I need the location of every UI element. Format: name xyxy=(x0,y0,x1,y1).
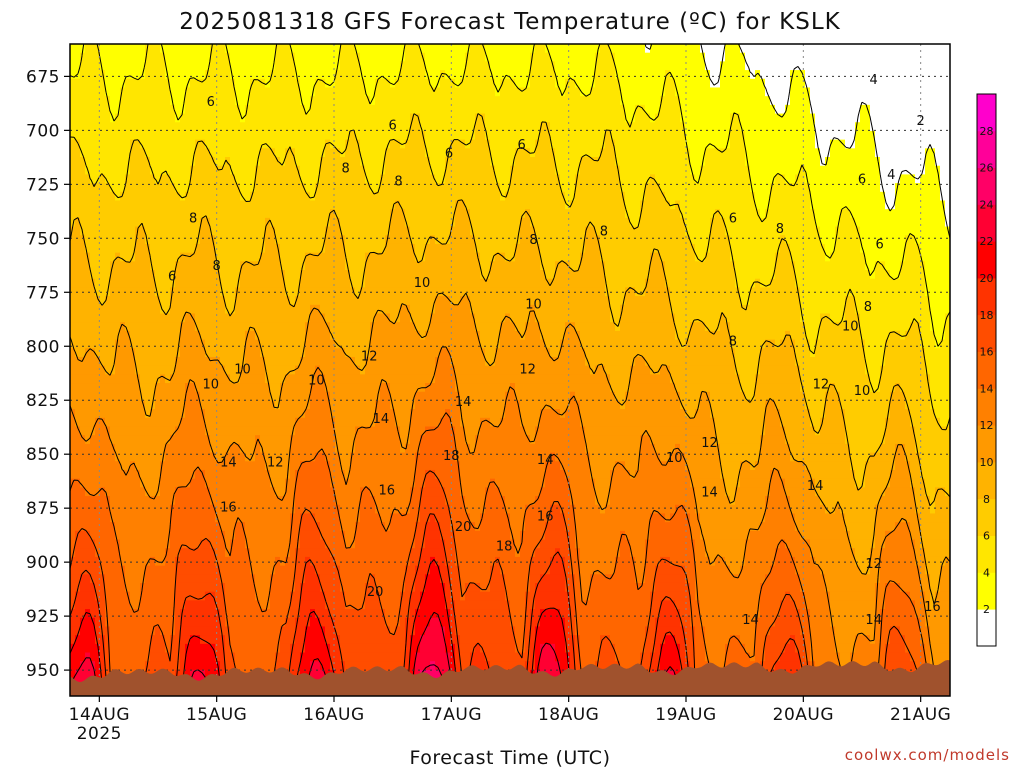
contour-label: 8 xyxy=(529,233,537,248)
x-tick-label: 18AUG xyxy=(538,705,599,725)
x-tick-label: 17AUG xyxy=(421,705,482,725)
contour-label: 16 xyxy=(924,600,941,615)
contour-label: 6 xyxy=(168,270,176,285)
colorbar-tick-label: 12 xyxy=(980,419,994,432)
contour-label: 10 xyxy=(842,319,859,334)
y-axis: 675 700 725 750 775 800 825 850 875 900 925 950 xyxy=(26,67,70,681)
y-tick-label: 950 xyxy=(26,661,60,681)
contour-label: 6 xyxy=(729,211,737,226)
colorbar-tick-label: 14 xyxy=(980,382,994,395)
y-tick-label: 750 xyxy=(26,229,60,249)
x-tick-label: 21AUG xyxy=(890,705,951,725)
contour-label: 10 xyxy=(308,373,325,388)
contour-label: 14 xyxy=(373,412,390,427)
chart-title: 2025081318 GFS Forecast Temperature (ºC)… xyxy=(179,9,841,35)
y-tick-label: 875 xyxy=(26,499,60,519)
contour-label: 8 xyxy=(600,224,608,239)
colorbar-tick-label: 10 xyxy=(980,456,994,469)
contour-label: 14 xyxy=(537,453,554,468)
contour-label: 16 xyxy=(220,501,237,516)
colorbar-tick-label: 4 xyxy=(983,566,990,579)
contour-label: 8 xyxy=(776,222,784,237)
contour-label: 20 xyxy=(455,520,472,535)
x-tick-label: 16AUG xyxy=(303,705,364,725)
x-tick-label: 15AUG xyxy=(186,705,247,725)
contour-label: 4 xyxy=(887,168,895,183)
contour-label: 16 xyxy=(537,509,554,524)
contour-label: 18 xyxy=(443,449,460,464)
y-tick-label: 775 xyxy=(26,283,60,303)
y-tick-label: 900 xyxy=(26,553,60,573)
contour-label: 18 xyxy=(496,540,513,555)
contour-label: 6 xyxy=(445,147,453,162)
credit-link[interactable]: coolwx.com/models xyxy=(845,746,1010,764)
colorbar-tick-label: 26 xyxy=(980,162,994,175)
contour-label: 14 xyxy=(807,479,824,494)
y-tick-label: 850 xyxy=(26,445,60,465)
contour-label: 8 xyxy=(394,175,402,190)
contour-label: 2 xyxy=(917,114,925,129)
contour-label: 10 xyxy=(854,384,871,399)
x-tick-label: 20AUG xyxy=(773,705,834,725)
plot-area: 6 6 6 6 4 2 4 6 6 6 8 8 6 8 8 8 8 8 10 10 8 10 8 10 10 10 12 12 12 10… xyxy=(70,44,951,697)
contour-label: 14 xyxy=(220,455,237,470)
y-tick-label: 925 xyxy=(26,607,60,627)
colorbar-tick-label: 8 xyxy=(983,493,990,506)
contour-label: 12 xyxy=(701,436,718,451)
contour-label: 6 xyxy=(858,173,866,188)
contour-label: 6 xyxy=(389,119,397,134)
colorbar-tick-label: 16 xyxy=(980,346,994,359)
y-tick-label: 700 xyxy=(26,121,60,141)
contour-label: 10 xyxy=(234,363,251,378)
contour-label: 12 xyxy=(361,350,378,365)
contour-label: 4 xyxy=(870,73,878,88)
contour-label: 14 xyxy=(865,613,882,628)
contour-label: 10 xyxy=(666,451,683,466)
colorbar-tick-label: 22 xyxy=(980,235,994,248)
contour-label: 14 xyxy=(701,486,718,501)
contour-label: 20 xyxy=(367,585,384,600)
colorbar-tick-label: 6 xyxy=(983,530,990,543)
contour-label: 8 xyxy=(342,162,350,177)
contour-label: 8 xyxy=(189,211,197,226)
contour-label: 16 xyxy=(379,483,396,498)
x-axis-label: Forecast Time (UTC) xyxy=(410,747,611,768)
colorbar-tick-label: 18 xyxy=(980,309,994,322)
contour-label: 12 xyxy=(267,455,284,470)
colorbar-tick-label: 28 xyxy=(980,125,994,138)
x-tick-label: 14AUG xyxy=(69,705,130,725)
contour-label: 6 xyxy=(875,237,883,252)
colorbar-tick-label: 20 xyxy=(980,272,994,285)
colorbar-tick-label: 24 xyxy=(980,198,994,211)
contour-label: 12 xyxy=(865,557,882,572)
contour-label: 14 xyxy=(455,395,472,410)
contour-label: 10 xyxy=(203,378,220,393)
contour-label: 8 xyxy=(213,259,221,274)
contour-label: 8 xyxy=(729,334,737,349)
contour-label: 6 xyxy=(207,95,215,110)
y-tick-label: 675 xyxy=(26,67,60,87)
x-tick-label: 19AUG xyxy=(655,705,716,725)
contour-label: 12 xyxy=(813,378,830,393)
colorbar-tick-label: 2 xyxy=(983,603,990,616)
y-tick-label: 725 xyxy=(26,175,60,195)
contour-label: 12 xyxy=(519,363,536,378)
y-tick-label: 825 xyxy=(26,391,60,411)
contour-label: 8 xyxy=(864,300,872,315)
contour-label: 6 xyxy=(518,138,526,153)
contour-label: 10 xyxy=(525,298,542,313)
contour-label: 14 xyxy=(742,613,759,628)
x-tick-sublabel: 2025 xyxy=(77,724,122,744)
y-tick-label: 800 xyxy=(26,337,60,357)
contour-label: 10 xyxy=(414,276,431,291)
